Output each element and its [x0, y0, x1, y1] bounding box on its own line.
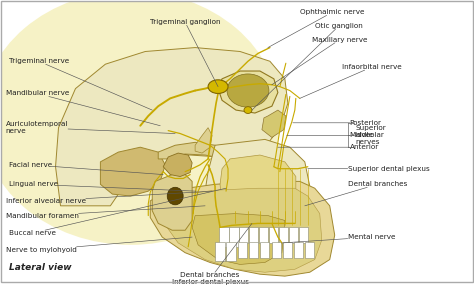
Polygon shape [55, 48, 288, 206]
Polygon shape [192, 214, 285, 264]
Polygon shape [205, 139, 310, 239]
FancyBboxPatch shape [239, 227, 248, 243]
Text: Inferior alveolar nerve: Inferior alveolar nerve [6, 191, 212, 204]
Polygon shape [150, 181, 335, 276]
Text: Mental nerve: Mental nerve [282, 234, 395, 243]
Polygon shape [152, 175, 192, 230]
Text: Superior dental plexus: Superior dental plexus [308, 166, 429, 172]
FancyBboxPatch shape [294, 242, 303, 258]
Text: Infaorbital nerve: Infaorbital nerve [300, 64, 401, 98]
FancyBboxPatch shape [249, 242, 258, 258]
FancyBboxPatch shape [305, 242, 314, 258]
FancyBboxPatch shape [279, 227, 288, 243]
FancyBboxPatch shape [283, 242, 292, 258]
Ellipse shape [227, 74, 269, 107]
Text: Lingual nerve: Lingual nerve [9, 181, 196, 191]
FancyBboxPatch shape [249, 227, 258, 243]
FancyBboxPatch shape [259, 227, 268, 243]
Ellipse shape [244, 107, 252, 113]
Text: Lateral view: Lateral view [9, 263, 71, 272]
FancyBboxPatch shape [238, 242, 247, 258]
Ellipse shape [0, 0, 280, 245]
Text: Dental branches
Inferior dental plexus: Dental branches Inferior dental plexus [172, 223, 252, 285]
Text: Otic ganglion: Otic ganglion [252, 23, 363, 110]
Polygon shape [220, 155, 296, 227]
FancyBboxPatch shape [260, 242, 269, 258]
Polygon shape [262, 110, 286, 137]
Text: Posterior: Posterior [293, 120, 382, 126]
Polygon shape [218, 71, 278, 113]
Text: Trigeminal ganglion: Trigeminal ganglion [150, 19, 220, 87]
FancyBboxPatch shape [272, 242, 281, 258]
FancyBboxPatch shape [289, 227, 298, 243]
Text: Ophthalmic nerve: Ophthalmic nerve [268, 10, 365, 48]
Ellipse shape [167, 187, 183, 205]
Text: Superior
alveolar
nerves: Superior alveolar nerves [356, 124, 386, 145]
Text: Middle: Middle [287, 132, 374, 139]
Text: Auriculotemporal
nerve: Auriculotemporal nerve [6, 121, 175, 134]
Text: Mandibular nerve: Mandibular nerve [6, 90, 160, 126]
Polygon shape [163, 153, 192, 177]
FancyBboxPatch shape [299, 227, 308, 243]
Text: Mandibular foramen: Mandibular foramen [6, 206, 205, 219]
Text: Nerve to mylohyoid: Nerve to mylohyoid [6, 237, 192, 253]
Polygon shape [162, 188, 322, 272]
FancyBboxPatch shape [219, 227, 229, 247]
Polygon shape [195, 128, 212, 153]
FancyBboxPatch shape [269, 227, 278, 243]
Ellipse shape [208, 80, 228, 94]
FancyBboxPatch shape [229, 227, 239, 247]
Polygon shape [100, 147, 165, 196]
Text: Facial nerve: Facial nerve [9, 162, 163, 175]
Polygon shape [158, 142, 230, 159]
FancyBboxPatch shape [215, 242, 225, 261]
Text: Buccal nerve: Buccal nerve [9, 188, 226, 236]
Text: Anterior: Anterior [278, 144, 379, 150]
Text: Dental branches: Dental branches [305, 181, 407, 206]
Text: Maxillary nerve: Maxillary nerve [272, 37, 367, 85]
FancyBboxPatch shape [226, 242, 236, 261]
Text: Trigeminal nerve: Trigeminal nerve [9, 58, 152, 110]
